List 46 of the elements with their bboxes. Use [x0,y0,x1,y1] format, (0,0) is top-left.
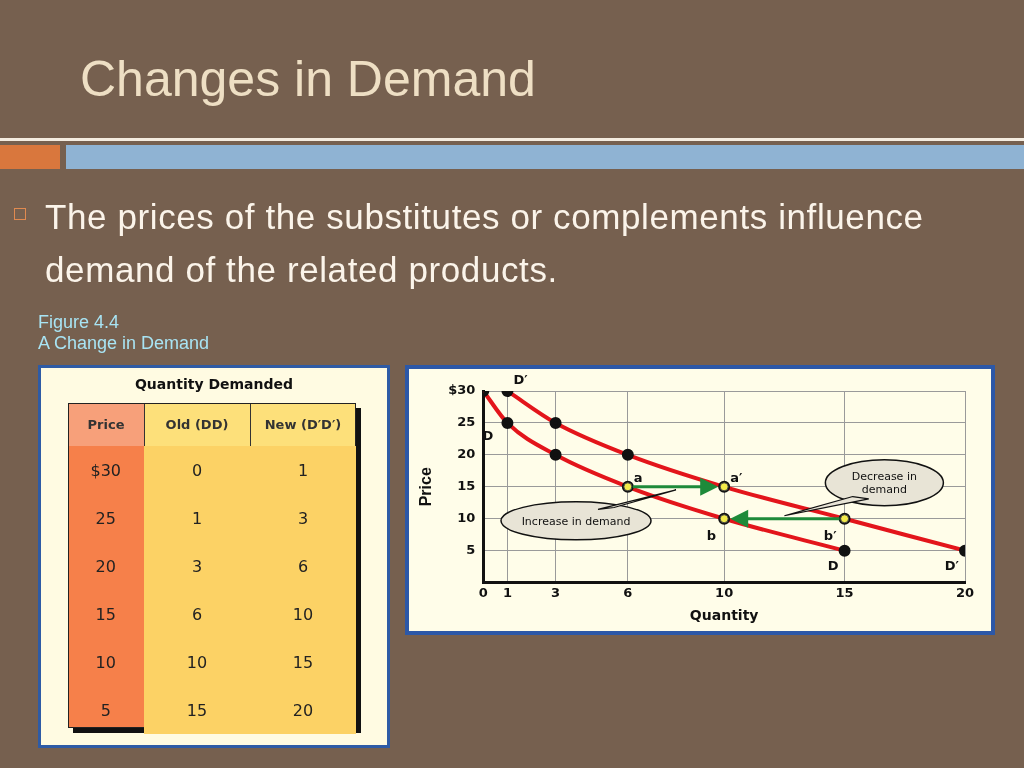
annotation: b′ [823,528,838,544]
x-tick-label: 3 [551,584,561,600]
y-tick-label: 25 [94,507,117,530]
text: A Change in Demand [38,333,210,354]
annotation: a′ [730,470,743,486]
annotation: Decrease in demand [851,470,917,497]
x-tick-label: 0 [478,584,488,600]
x-tick-label: 1 [502,584,512,600]
y-tick-label: 5 [99,699,112,722]
x-tick-label: 20 [955,584,975,600]
caption: Figure 4.4 [38,312,121,333]
x-axis-title: Quantity [689,607,759,624]
data-label: 15 [250,638,356,686]
y-tick-label: 10 [457,510,476,526]
data-label: 10 [144,638,250,686]
x-tick-label: Old (DD) [164,415,230,434]
y-tick-label: 20 [457,446,476,462]
y-tick-label: 25 [457,414,476,430]
x-tick-label: New (D′D′) [263,415,343,434]
text: The prices of the substitutes or complements influence demand of the related products. [45,196,925,291]
data-label: 0 [144,446,250,494]
y-tick-label: $30 [448,382,476,398]
y-tick-label: $30 [89,459,122,482]
legend-title: Quantity Demanded [133,376,295,392]
data-label: 1 [144,494,250,542]
x-tick-label: 6 [623,584,633,600]
data-label: 3 [250,494,356,542]
annotation: b [706,528,717,544]
y-tick-label: 15 [94,603,117,626]
x-tick-label: 10 [715,584,734,600]
y-axis-title: Price [68,403,144,446]
x-tick-label: 15 [835,584,854,600]
y-tick-label: 15 [457,478,476,494]
y-axis-title: Price [417,467,435,507]
data-label: 20 [250,686,356,734]
chart-title: Changes in Demand [80,50,536,108]
annotation: D′ [513,372,529,388]
y-tick-label: 5 [466,542,476,558]
annotation: D′ [944,558,960,574]
data-label: 1 [250,446,356,494]
y-tick-label: 20 [94,555,117,578]
data-label: 15 [144,686,250,734]
annotation: a [633,470,643,486]
y-tick-label: 10 [94,651,117,674]
annotation: Increase in demand [521,514,631,528]
annotation: D [827,558,839,574]
